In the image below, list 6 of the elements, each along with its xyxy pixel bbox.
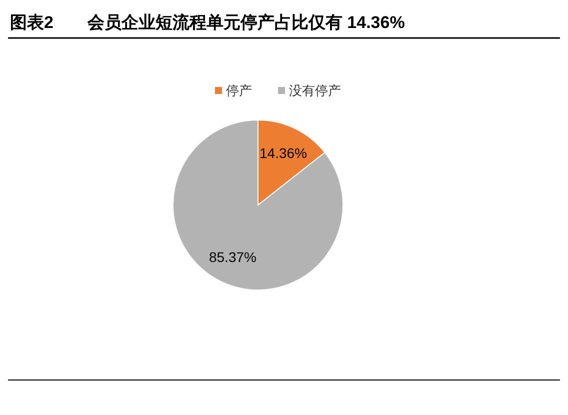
- legend-label: 停产: [226, 83, 252, 98]
- legend-label: 没有停产: [289, 83, 341, 98]
- chart-title: 图表2 会员企业短流程单元停产占比仅有 14.36%: [10, 13, 405, 32]
- data-label: 85.37%: [208, 248, 256, 265]
- pie-slice: [172, 120, 344, 290]
- data-label: 14.36%: [260, 145, 308, 162]
